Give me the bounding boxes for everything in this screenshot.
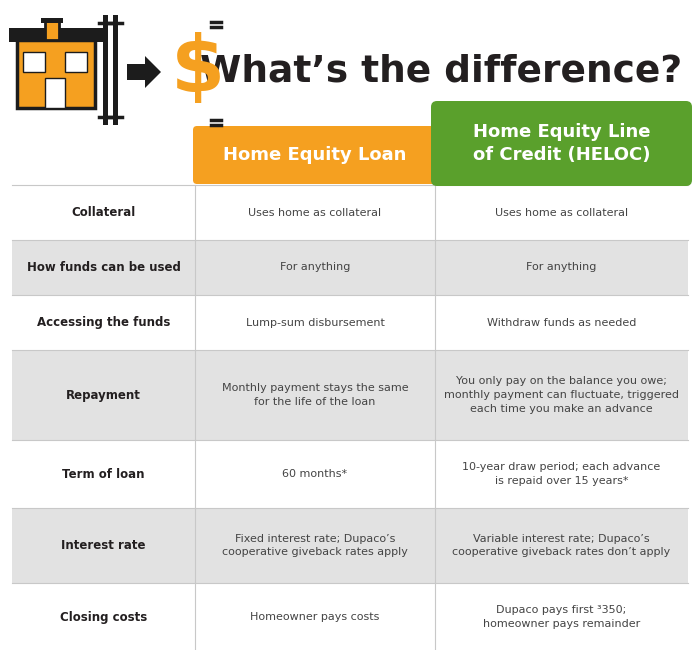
Bar (45, 20, 59, 40)
Text: Home Equity Loan: Home Equity Loan (223, 146, 407, 164)
Text: Fixed interest rate; Dupaco’s
cooperative giveback rates apply: Fixed interest rate; Dupaco’s cooperativ… (222, 534, 408, 557)
Text: Closing costs: Closing costs (60, 610, 147, 623)
Text: Lump-sum disbursement: Lump-sum disbursement (246, 317, 384, 328)
Text: Dupaco pays first ³350;
homeowner pays remainder: Dupaco pays first ³350; homeowner pays r… (483, 605, 640, 629)
FancyBboxPatch shape (193, 126, 437, 184)
Text: $: $ (171, 32, 225, 108)
Bar (65, 52, 87, 72)
Bar (12, 508, 688, 583)
Text: Term of loan: Term of loan (62, 467, 145, 480)
Bar (12, 295, 688, 350)
Bar (45, 78, 65, 108)
Bar (9, 28, 103, 42)
Text: Variable interest rate; Dupaco’s
cooperative giveback rates don’t apply: Variable interest rate; Dupaco’s coopera… (452, 534, 671, 557)
Bar (12, 583, 688, 650)
Text: Uses home as collateral: Uses home as collateral (495, 207, 628, 218)
FancyBboxPatch shape (431, 101, 692, 186)
Text: What’s the difference?: What’s the difference? (200, 54, 682, 90)
Text: How funds can be used: How funds can be used (27, 261, 181, 274)
Text: Collateral: Collateral (71, 206, 136, 219)
Bar (12, 440, 688, 508)
Text: Interest rate: Interest rate (62, 539, 146, 552)
Text: 60 months*: 60 months* (282, 469, 348, 479)
Text: You only pay on the balance you owe;
monthly payment can fluctuate, triggered
ea: You only pay on the balance you owe; mon… (444, 376, 679, 413)
Text: Uses home as collateral: Uses home as collateral (248, 207, 382, 218)
Bar (12, 185, 688, 240)
Bar (23, 52, 45, 72)
Bar (41, 18, 63, 23)
Polygon shape (127, 56, 161, 88)
Text: For anything: For anything (526, 263, 596, 272)
Bar (113, 15, 118, 125)
Text: Homeowner pays costs: Homeowner pays costs (251, 612, 379, 622)
Text: Repayment: Repayment (66, 389, 141, 402)
Bar (12, 240, 688, 295)
Text: 10-year draw period; each advance
is repaid over 15 years*: 10-year draw period; each advance is rep… (463, 462, 661, 486)
Text: Home Equity Line
of Credit (HELOC): Home Equity Line of Credit (HELOC) (473, 123, 650, 164)
Bar (103, 15, 108, 125)
Bar (12, 350, 688, 440)
Text: For anything: For anything (280, 263, 350, 272)
Bar (17, 40, 95, 108)
Text: Accessing the funds: Accessing the funds (37, 316, 170, 329)
Text: Withdraw funds as needed: Withdraw funds as needed (486, 317, 636, 328)
Text: Monthly payment stays the same
for the life of the loan: Monthly payment stays the same for the l… (222, 384, 408, 407)
